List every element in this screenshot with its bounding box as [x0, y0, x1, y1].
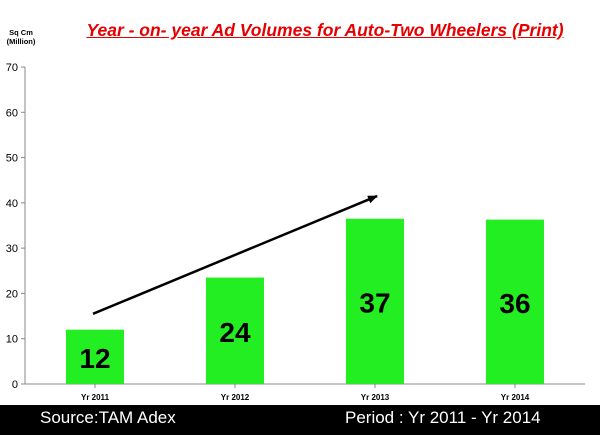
- data-label: 12: [79, 343, 110, 374]
- source-text: Source:TAM Adex: [40, 408, 176, 427]
- y-tick-label: 10: [6, 334, 18, 346]
- unit-line-2: (Million): [6, 37, 36, 46]
- bar: [206, 277, 264, 384]
- y-axis-unit-label: Sq Cm (Million): [4, 28, 38, 46]
- y-tick-label: 30: [6, 243, 18, 255]
- bar: [346, 218, 404, 384]
- y-tick-label: 20: [6, 288, 18, 300]
- trend-arrow: [92, 194, 378, 315]
- footer-bar: [0, 405, 600, 435]
- unit-line-1: Sq Cm: [9, 28, 33, 37]
- y-tick-label: 0: [12, 379, 18, 391]
- y-tick-label: 50: [6, 153, 18, 165]
- x-tick-label: Yr 2011: [81, 393, 110, 402]
- bar: [486, 219, 544, 384]
- data-label: 24: [219, 317, 251, 348]
- x-tick-label: Yr 2014: [501, 393, 530, 402]
- bar: [66, 329, 124, 384]
- y-tick-label: 70: [6, 62, 18, 74]
- data-label: 37: [359, 287, 390, 318]
- data-label: 36: [499, 288, 530, 319]
- x-tick-label: Yr 2013: [361, 393, 390, 402]
- bar-chart: 0 10 20 30 40 50 60 70 Yr 2011 12 Yr 2012 24 Yr 2013…: [6, 62, 585, 402]
- y-tick-label: 40: [6, 198, 18, 210]
- period-text: Period : Yr 2011 - Yr 2014: [345, 408, 541, 427]
- x-tick-label: Yr 2012: [221, 393, 250, 402]
- chart-title: Year - on- year Ad Volumes for Auto-Two …: [86, 20, 564, 40]
- y-tick-label: 60: [6, 107, 18, 119]
